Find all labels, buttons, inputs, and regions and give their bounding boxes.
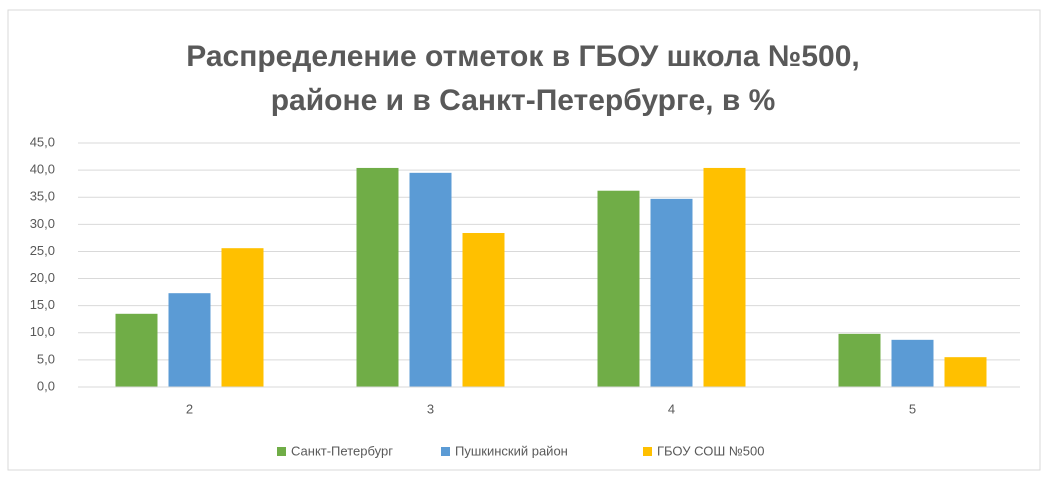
y-tick-label: 35,0 <box>30 189 55 204</box>
bar <box>703 167 746 387</box>
bar <box>462 233 505 387</box>
legend-label: ГБОУ СОШ №500 <box>657 443 765 458</box>
y-tick-label: 45,0 <box>30 134 55 149</box>
bar <box>409 172 452 387</box>
bar <box>168 293 211 387</box>
x-tick-label: 4 <box>668 401 675 416</box>
legend-label: Санкт-Петербург <box>291 443 393 458</box>
bar <box>221 248 264 387</box>
x-tick-label: 2 <box>186 401 193 416</box>
y-tick-label: 20,0 <box>30 270 55 285</box>
legend-swatch <box>441 447 450 456</box>
y-tick-label: 10,0 <box>30 324 55 339</box>
y-tick-label: 25,0 <box>30 243 55 258</box>
bar <box>944 357 987 387</box>
legend-swatch <box>643 447 652 456</box>
y-tick-label: 30,0 <box>30 216 55 231</box>
y-tick-label: 0,0 <box>37 378 55 393</box>
y-tick-label: 15,0 <box>30 297 55 312</box>
bar <box>597 190 640 387</box>
chart-title: Распределение отметок в ГБОУ школа №500, <box>186 40 860 73</box>
bar <box>115 313 158 387</box>
y-tick-label: 5,0 <box>37 351 55 366</box>
legend-label: Пушкинский район <box>455 443 568 458</box>
bar <box>891 339 934 387</box>
chart-border <box>7 9 1041 471</box>
y-tick-label: 40,0 <box>30 162 55 177</box>
bar <box>356 167 399 387</box>
chart-title: районе и в Санкт-Петербурге, в % <box>271 84 776 117</box>
bar <box>650 198 693 387</box>
x-tick-label: 3 <box>427 401 434 416</box>
legend-swatch <box>277 447 286 456</box>
x-tick-label: 5 <box>909 401 916 416</box>
bar <box>838 333 881 387</box>
